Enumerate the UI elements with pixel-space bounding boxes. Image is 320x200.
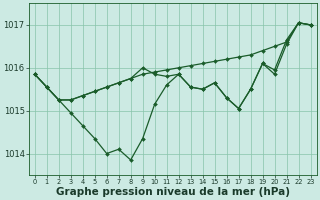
- X-axis label: Graphe pression niveau de la mer (hPa): Graphe pression niveau de la mer (hPa): [56, 187, 290, 197]
